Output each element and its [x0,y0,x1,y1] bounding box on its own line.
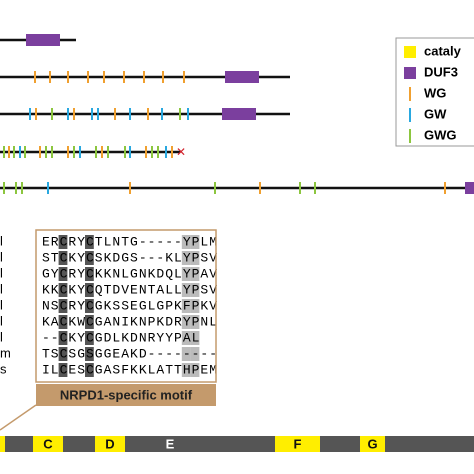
bar-segment [0,436,5,452]
species-label: l [0,281,3,296]
similar-shade [190,363,200,377]
conserved-shade [85,347,94,361]
legend-label: GWG [424,127,457,142]
segment-label: F [294,436,302,451]
similar-shade [181,347,191,361]
conserved-shade [85,363,94,377]
bar-segment [155,436,185,452]
duf-domain [225,71,259,83]
duf-domain [465,182,474,194]
conserved-shade [85,283,94,297]
domain-bar: C D E F G [0,436,474,452]
conserved-shade [85,235,94,249]
sequence: GYCRYCKKNLGNKDQLYPAV [42,266,218,281]
conserved-shade [58,331,68,345]
species-label: l [0,233,3,248]
motif-label-box [36,384,216,406]
similar-shade [181,315,191,329]
segment-label: D [105,436,114,451]
conserved-shade [85,315,94,329]
similar-shade [190,235,200,249]
sequence: NSCRYCGKSSEGLGPKFPKV [42,298,218,313]
similar-shade [181,299,191,313]
conserved-shade [58,299,68,313]
legend-label: WG [424,85,446,100]
alignment: l ERCRYCTLNTG-----YPLM l STCKYCSKDGS---KLYP… [0,233,218,377]
duf-domain [222,108,256,120]
legend-swatch [404,46,416,58]
conserved-shade [58,315,68,329]
conserved-shade [58,267,68,281]
species-label: s [0,361,7,376]
sequence: KKCKYCQTDVENTALLYPSV [42,282,218,297]
similar-shade [181,331,191,345]
similar-shade [190,251,200,265]
similar-shade [181,267,191,281]
bar-segment [275,436,320,452]
bar-body [0,436,474,452]
conserved-shade [85,331,94,345]
conserved-shade [85,251,94,265]
connector [0,404,37,431]
segment-label: C [43,436,53,451]
motif-label: NRPD1-specific motif [60,387,193,402]
segment-label: G [367,436,377,451]
legend-label: cataly [424,43,462,58]
bar-segment [95,436,125,452]
similar-shade [190,267,200,281]
conserved-shade [85,267,94,281]
conserved-shade [58,283,68,297]
similar-shade [190,315,200,329]
conserved-shade [85,299,94,313]
sequence: STCKYCSKDGS---KLYPSV [42,250,218,265]
legend-swatch [404,67,416,79]
species-label: l [0,265,3,280]
sequence: TSCSGSGGEAKD-------- [42,346,218,361]
conserved-shade [58,251,68,265]
legend-label: DUF3 [424,64,458,79]
segment-label: E [166,436,175,451]
similar-shade [181,235,191,249]
duf-domain [26,34,60,46]
conserved-shade [58,235,68,249]
legend: cataly DUF3 WG GW GWG [404,43,462,143]
gene-diagrams: ✕ [0,34,474,194]
species-label: l [0,249,3,264]
species-label: l [0,329,3,344]
similar-shade [190,283,200,297]
conserved-shade [58,347,68,361]
stop-mark: ✕ [176,145,186,159]
sequence: ILCESCGASFKKLATTHPEM [42,362,218,377]
similar-shade [181,283,191,297]
legend-label: GW [424,106,447,121]
motif-frame [35,229,217,383]
bar-segment [360,436,385,452]
sequence: ERCRYCTLNTG-----YPLM [42,234,218,249]
species-label: l [0,313,3,328]
similar-shade [190,347,200,361]
conserved-shade [58,363,68,377]
species-label: l [0,297,3,312]
sequence: KACKWCGANIKNPKDRYPNL [42,314,218,329]
similar-shade [190,299,200,313]
bar-segment [33,436,63,452]
species-label: m [0,345,11,360]
similar-shade [181,251,191,265]
similar-shade [190,331,200,345]
similar-shade [181,363,191,377]
sequence: --CKYCGDLKDNRYYPAL [42,330,200,345]
